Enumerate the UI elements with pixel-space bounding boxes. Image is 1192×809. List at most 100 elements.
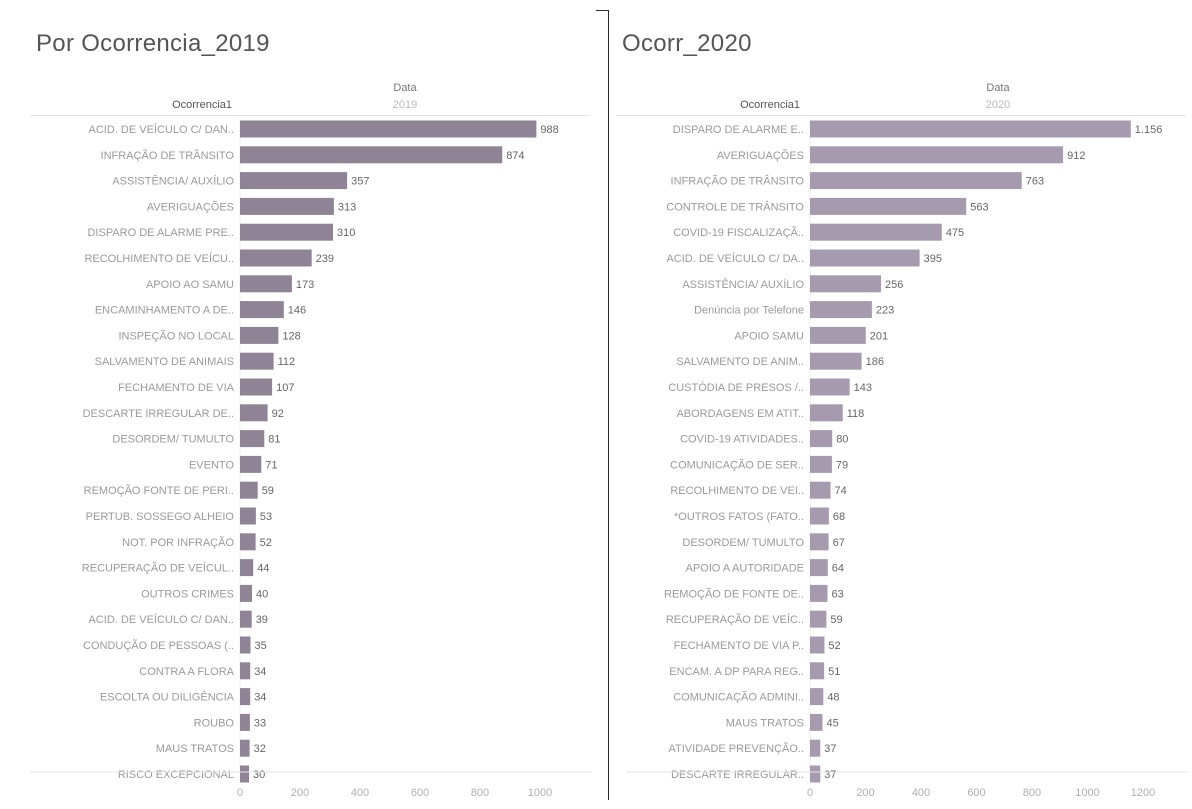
category-label: ACID. DE VEÍCULO C/ DA.. bbox=[666, 252, 804, 265]
bar[interactable] bbox=[240, 249, 312, 267]
bar[interactable] bbox=[810, 326, 866, 344]
category-label: ACID. DE VEÍCULO C/ DAN.. bbox=[89, 613, 234, 626]
bar[interactable] bbox=[240, 481, 258, 499]
value-label: 51 bbox=[828, 666, 840, 678]
bar[interactable] bbox=[810, 765, 821, 783]
value-label: 37 bbox=[824, 743, 836, 755]
bar[interactable] bbox=[240, 172, 348, 190]
bar[interactable] bbox=[240, 533, 256, 551]
value-label: 40 bbox=[256, 588, 268, 600]
bar[interactable] bbox=[240, 688, 251, 706]
x-tick-label: 600 bbox=[411, 787, 429, 799]
category-label: COVID-19 ATIVIDADES.. bbox=[680, 434, 804, 446]
bar[interactable] bbox=[240, 739, 250, 757]
bar[interactable] bbox=[240, 301, 284, 319]
x-tick-label: 600 bbox=[967, 787, 985, 799]
value-label: 223 bbox=[876, 305, 894, 317]
bar[interactable] bbox=[240, 275, 292, 293]
value-label: 143 bbox=[854, 382, 872, 394]
x-tick-label: 0 bbox=[807, 787, 813, 799]
bar[interactable] bbox=[240, 430, 265, 448]
category-label: EVENTO bbox=[189, 459, 234, 471]
bar[interactable] bbox=[810, 275, 882, 293]
bar[interactable] bbox=[240, 507, 256, 525]
value-label: 71 bbox=[265, 459, 277, 471]
value-label: 1.156 bbox=[1135, 124, 1163, 136]
divider-tick bbox=[596, 10, 608, 11]
bar[interactable] bbox=[810, 662, 825, 680]
bar[interactable] bbox=[240, 765, 249, 783]
category-label: COMUNICAÇÃO DE SER.. bbox=[670, 458, 804, 471]
bar[interactable] bbox=[810, 636, 825, 654]
category-label: SALVAMENTO DE ANIM.. bbox=[676, 356, 804, 368]
value-label: 988 bbox=[540, 124, 558, 136]
bar[interactable] bbox=[810, 688, 824, 706]
chart-title: Ocorr_2020 bbox=[622, 30, 752, 57]
category-label: ACID. DE VEÍCULO C/ DAN.. bbox=[89, 123, 234, 136]
bar-chart-2020: DISPARO DE ALARME E.. 1.156 AVERIGUAÇÕES 91… bbox=[626, 118, 1188, 799]
bar[interactable] bbox=[240, 352, 274, 370]
column-header: Data bbox=[986, 82, 1010, 94]
category-label: SALVAMENTO DE ANIMAIS bbox=[95, 356, 234, 368]
bar[interactable] bbox=[810, 172, 1022, 190]
bar[interactable] bbox=[810, 223, 942, 241]
category-label: RECOLHIMENTO DE VEÍCU.. bbox=[84, 252, 234, 265]
value-label: 112 bbox=[278, 356, 296, 368]
bar[interactable] bbox=[810, 146, 1064, 164]
bar[interactable] bbox=[810, 430, 833, 448]
bar[interactable] bbox=[810, 533, 829, 551]
bar[interactable] bbox=[240, 197, 334, 215]
bar[interactable] bbox=[810, 559, 828, 577]
category-label: COVID-19 FISCALIZAÇÃ.. bbox=[673, 226, 804, 239]
bar[interactable] bbox=[810, 404, 843, 422]
bar[interactable] bbox=[810, 352, 862, 370]
value-label: 310 bbox=[337, 227, 355, 239]
category-label: RECOLHIMENTO DE VEI.. bbox=[670, 485, 804, 497]
value-label: 912 bbox=[1067, 150, 1085, 162]
value-label: 186 bbox=[866, 356, 884, 368]
value-label: 92 bbox=[272, 408, 284, 420]
bar[interactable] bbox=[240, 146, 503, 164]
category-label: CONTROLE DE TRÂNSITO bbox=[666, 200, 804, 213]
category-label: ROUBO bbox=[194, 717, 235, 729]
category-label: ABORDAGENS EM ATIT.. bbox=[676, 408, 804, 420]
bar[interactable] bbox=[240, 120, 537, 138]
bar[interactable] bbox=[240, 455, 262, 473]
value-label: 79 bbox=[836, 459, 848, 471]
bar[interactable] bbox=[810, 120, 1131, 138]
category-label: RECUPERAÇÃO DE VEÍCUL.. bbox=[82, 562, 234, 575]
bar[interactable] bbox=[240, 404, 268, 422]
bar[interactable] bbox=[810, 481, 831, 499]
bar[interactable] bbox=[240, 378, 273, 396]
bar[interactable] bbox=[810, 507, 829, 525]
bar[interactable] bbox=[810, 378, 850, 396]
header-separator bbox=[30, 115, 590, 116]
value-label: 45 bbox=[826, 717, 838, 729]
bar[interactable] bbox=[240, 223, 333, 241]
bar[interactable] bbox=[240, 662, 251, 680]
bar[interactable] bbox=[810, 197, 967, 215]
bar[interactable] bbox=[240, 713, 250, 731]
bar[interactable] bbox=[240, 610, 252, 628]
category-label: *OUTROS FATOS (FATO.. bbox=[674, 511, 804, 523]
bar[interactable] bbox=[810, 249, 920, 267]
bar[interactable] bbox=[810, 739, 821, 757]
bar[interactable] bbox=[240, 326, 279, 344]
row-header: Ocorrencia1 bbox=[172, 99, 232, 111]
bar[interactable] bbox=[240, 636, 251, 654]
value-label: 52 bbox=[828, 640, 840, 652]
bar[interactable] bbox=[810, 610, 827, 628]
x-tick-label: 400 bbox=[351, 787, 369, 799]
value-label: 32 bbox=[254, 743, 266, 755]
bar[interactable] bbox=[810, 713, 823, 731]
bar[interactable] bbox=[810, 584, 828, 602]
bar[interactable] bbox=[810, 455, 832, 473]
bar[interactable] bbox=[240, 559, 254, 577]
bar[interactable] bbox=[240, 584, 252, 602]
category-label: MAUS TRATOS bbox=[156, 743, 234, 755]
category-label: DESCARTE IRREGULAR.. bbox=[671, 769, 804, 781]
value-label: 173 bbox=[296, 279, 314, 291]
value-label: 80 bbox=[836, 434, 848, 446]
bar[interactable] bbox=[810, 301, 872, 319]
value-label: 563 bbox=[970, 201, 988, 213]
